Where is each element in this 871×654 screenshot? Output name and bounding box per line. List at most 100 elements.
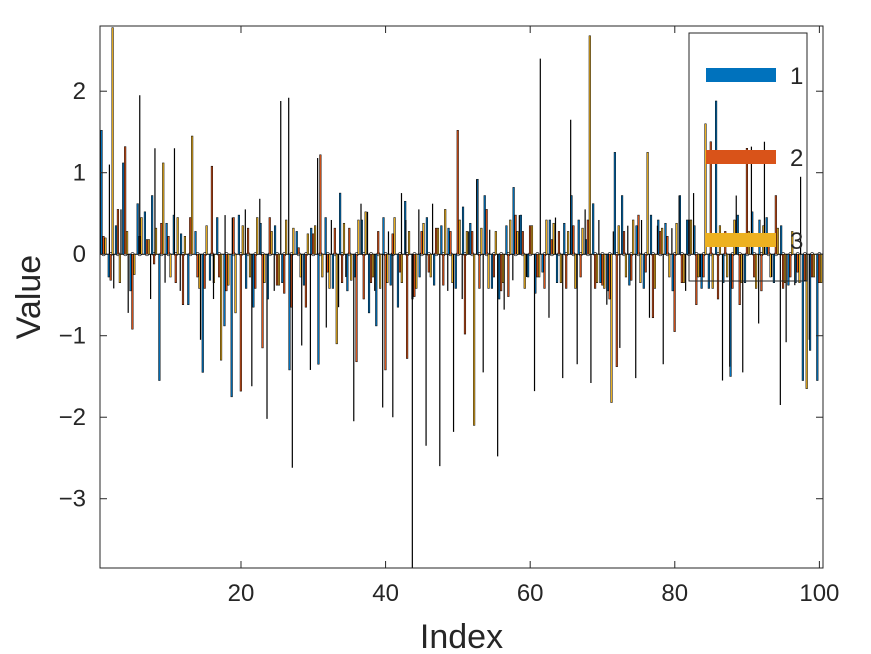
bar-series-2-59	[521, 231, 524, 255]
bar-series-1-45	[418, 253, 421, 278]
y-tick-label-0: 0	[73, 241, 86, 268]
y-tick-label-2: 2	[73, 78, 86, 105]
bar-series-3-25	[277, 253, 280, 286]
bar-series-3-73	[624, 253, 628, 278]
legend-swatch-1	[706, 68, 776, 82]
bar-series-3-69	[595, 253, 599, 283]
y-tick-label--1: −1	[59, 323, 86, 350]
bar-series-3-91	[755, 253, 758, 289]
bar-series-2-62	[543, 253, 546, 289]
bar-series-1-29	[302, 253, 306, 286]
bar-series-2-47	[434, 227, 438, 255]
bar-series-1-100	[816, 253, 819, 381]
bar-series-1-8	[151, 195, 154, 255]
bar-series-3-2	[111, 27, 114, 255]
bar-series-2-67	[579, 253, 582, 278]
bar-series-1-9	[158, 253, 161, 381]
bar-series-2-28	[297, 247, 300, 255]
bar-series-3-39	[379, 253, 382, 289]
bar-series-3-24	[270, 231, 273, 255]
bar-series-3-100	[820, 253, 823, 283]
bar-series-2-52	[471, 231, 474, 255]
x-tick-label-40: 40	[372, 580, 399, 607]
bar-series-2-35	[348, 227, 351, 255]
bar-series-3-43	[407, 231, 411, 255]
bar-series-2-14	[196, 253, 199, 278]
bar-series-2-51	[463, 253, 467, 335]
bar-series-1-84	[700, 253, 703, 289]
bar-series-2-26	[283, 253, 286, 294]
bar-series-2-20	[239, 253, 242, 392]
bar-series-1-57	[505, 225, 508, 255]
bar-series-2-44	[413, 253, 416, 297]
bar-series-3-55	[494, 231, 497, 255]
bar-series-1-40	[382, 217, 385, 255]
bar-series-2-25	[275, 253, 279, 286]
bar-series-3-29	[306, 233, 309, 255]
bar-series-3-6	[140, 217, 143, 255]
bar-series-1-94	[772, 253, 775, 283]
legend-label-2: 2	[790, 145, 803, 172]
ticks-layer: 20 40 60 80 100 −3 −2 −1 0 1 2	[59, 26, 839, 607]
bar-series-1-10	[165, 222, 168, 255]
x-tick-label-80: 80	[661, 580, 688, 607]
bar-series-2-2	[109, 253, 112, 281]
bar-series-3-5	[133, 253, 136, 275]
bar-series-1-67	[577, 219, 580, 255]
bar-series-1-1	[100, 130, 103, 255]
bar-series-3-47	[436, 227, 440, 255]
bar-series-3-3	[118, 253, 121, 283]
bar-series-1-38	[367, 253, 371, 314]
bar-series-3-76	[646, 152, 649, 255]
bar-series-3-15	[205, 225, 208, 255]
bar-series-2-55	[492, 253, 495, 278]
bar-series-1-85	[707, 253, 710, 289]
bar-series-2-53	[478, 253, 481, 289]
bar-series-2-50	[456, 130, 459, 255]
bar-series-1-77	[649, 214, 653, 255]
bar-series-2-94	[774, 195, 777, 255]
bar-series-1-90	[743, 253, 747, 283]
bar-series-1-86	[715, 100, 718, 255]
bar-series-1-32	[324, 217, 327, 255]
bar-series-3-70	[603, 253, 606, 289]
bar-series-1-7	[143, 211, 146, 255]
bar-series-3-83	[697, 253, 700, 278]
bar-series-3-36	[357, 219, 360, 255]
bar-series-3-68	[588, 35, 591, 255]
bar-series-2-17	[218, 253, 221, 278]
bar-series-1-74	[628, 253, 631, 286]
bar-series-2-75	[637, 214, 640, 255]
bar-series-1-62	[541, 253, 544, 273]
bar-series-2-1	[102, 236, 105, 255]
bar-series-2-10	[167, 236, 170, 255]
bar-series-2-76	[644, 253, 647, 273]
bar-series-1-21	[245, 253, 248, 289]
bar-series-2-21	[247, 227, 250, 255]
bar-series-2-8	[153, 253, 156, 265]
bar-series-2-86	[716, 253, 720, 300]
bar-series-3-41	[393, 217, 396, 255]
bar-series-3-46	[429, 253, 432, 278]
bar-series-1-13	[187, 253, 190, 305]
bar-series-1-70	[599, 253, 602, 283]
bar-series-2-95	[782, 253, 785, 289]
bar-series-1-48	[440, 225, 443, 255]
bar-series-2-33	[333, 227, 336, 255]
bar-series-2-63	[550, 239, 553, 255]
bar-series-3-99	[812, 253, 815, 278]
bar-series-3-58	[516, 231, 519, 255]
bar-series-2-96	[789, 253, 792, 278]
bar-series-3-82	[689, 219, 693, 255]
bar-series-3-50	[458, 219, 461, 255]
bar-series-1-65	[563, 222, 566, 255]
bar-series-3-38	[371, 253, 374, 278]
bar-series-2-56	[500, 253, 503, 292]
bar-series-1-49	[447, 227, 450, 255]
bar-series-1-26	[281, 253, 284, 283]
bar-series-1-50	[454, 253, 457, 289]
bar-series-1-54	[483, 195, 486, 255]
bar-series-2-66	[572, 225, 575, 255]
bar-series-3-9	[162, 162, 165, 255]
